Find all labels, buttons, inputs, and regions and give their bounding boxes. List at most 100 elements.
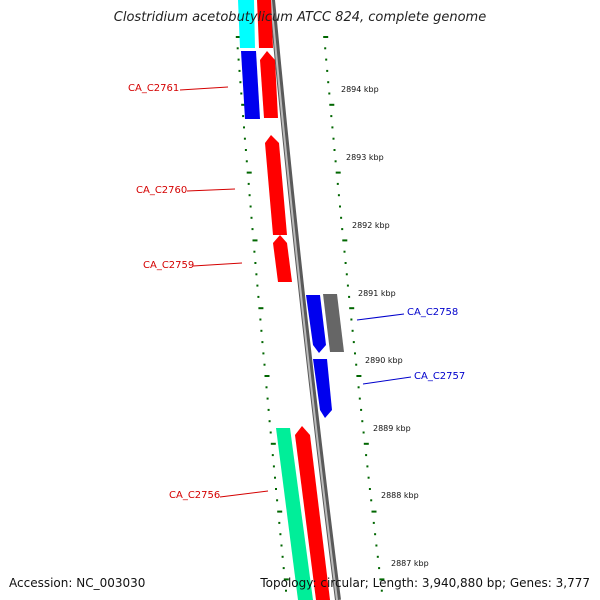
ruler-minor-tick [325, 58, 328, 61]
ruler-minor-tick [253, 250, 256, 253]
ruler-minor-tick [374, 533, 377, 536]
gene-cyan-top[interactable] [238, 0, 255, 48]
ruler-minor-tick [361, 420, 364, 423]
ruler-minor-tick [350, 318, 353, 321]
ruler-minor-tick [358, 397, 361, 400]
leader-ca-c2761 [179, 86, 229, 91]
ruler-minor-tick [340, 216, 343, 219]
gene-ca-c2757[interactable] [313, 359, 332, 418]
gene-label-ca-c2760[interactable]: CA_C2760 [136, 185, 188, 196]
ruler-minor-tick [380, 589, 383, 592]
ruler-major-tick [283, 578, 289, 581]
ruler-minor-tick [242, 115, 245, 118]
ruler-minor-tick [275, 488, 277, 490]
ruler-minor-tick [367, 476, 370, 479]
ruler-minor-tick [251, 228, 254, 231]
gene-label-ca-c2757[interactable]: CA_C2757 [414, 371, 466, 382]
ruler-minor-tick [257, 295, 260, 298]
ruler-minor-tick [263, 363, 266, 366]
ruler-minor-tick [345, 273, 348, 276]
ruler-minor-tick [348, 295, 351, 298]
ruler-minor-tick [330, 115, 333, 118]
ruler-minor-tick [237, 58, 240, 61]
ruler-minor-tick [352, 341, 355, 344]
ruler-major-tick [264, 375, 270, 377]
ruler-major-tick [335, 171, 341, 174]
ruler-minor-tick [334, 160, 337, 163]
gene-label-ca-c2761[interactable]: CA_C2761 [128, 83, 180, 94]
ruler-minor-tick [344, 262, 347, 264]
ruler-minor-tick [366, 465, 369, 468]
leader-ca-c2760 [186, 188, 236, 192]
ruler-major-tick [258, 307, 264, 310]
ruler-major-tick [356, 375, 362, 377]
ruler-major-tick [379, 578, 385, 581]
ruler-major-tick [349, 307, 355, 310]
ruler-label-2890: 2890 kbp [365, 356, 403, 365]
ruler-minor-tick [274, 476, 276, 479]
gene-ca-c2761-red[interactable] [260, 51, 278, 118]
ruler-minor-tick [240, 92, 243, 95]
ruler-label-2892: 2892 kbp [352, 221, 390, 230]
ruler-minor-tick [255, 273, 258, 276]
ruler-minor-tick [267, 408, 270, 411]
leader-ca-c2759 [192, 262, 243, 267]
ruler-minor-tick [331, 126, 334, 129]
gene-red-top[interactable] [257, 0, 273, 48]
gene-ca-c2760[interactable] [265, 135, 287, 235]
ruler-minor-tick [285, 589, 287, 592]
ruler-minor-tick [271, 454, 274, 457]
leader-ca-c2758 [356, 313, 405, 321]
ruler-minor-tick [269, 431, 272, 434]
ruler-minor-tick [324, 47, 327, 50]
gene-ca-c2761-blue[interactable] [241, 51, 260, 119]
ruler-major-tick [270, 442, 276, 445]
ruler-minor-tick [243, 137, 246, 140]
ruler-minor-tick [279, 533, 282, 536]
ruler-minor-tick [244, 149, 247, 151]
gene-ca-c2758-blue[interactable] [306, 295, 326, 353]
ruler-minor-tick [259, 318, 262, 321]
ruler-minor-tick [354, 352, 356, 355]
gene-ca-c2756-rna[interactable] [276, 428, 313, 600]
ruler-minor-tick [370, 499, 373, 502]
ruler-major-tick [246, 171, 252, 174]
ruler-major-tick [363, 442, 369, 445]
ruler-minor-tick [281, 555, 284, 558]
ruler-minor-tick [332, 137, 335, 140]
genome-backbone-highlight [270, 0, 338, 600]
ruler-minor-tick [260, 329, 263, 332]
ruler-minor-tick [337, 194, 340, 197]
ruler-major-tick [323, 36, 329, 38]
ruler-minor-tick [236, 47, 239, 50]
ruler-ticks [235, 36, 385, 592]
ruler-label-2888: 2888 kbp [381, 491, 419, 500]
gene-label-ca-c2756[interactable]: CA_C2756 [169, 490, 221, 501]
genome-summary: Topology: circular; Length: 3,940,880 bp… [260, 576, 590, 590]
gene-ca-c2756-red[interactable] [295, 426, 330, 600]
ruler-major-tick [252, 239, 258, 242]
ruler-minor-tick [254, 262, 257, 264]
ruler-minor-tick [243, 126, 245, 129]
ruler-minor-tick [249, 205, 252, 208]
ruler-minor-tick [339, 205, 341, 208]
ruler-label-2889: 2889 kbp [373, 424, 411, 433]
ruler-minor-tick [266, 397, 269, 400]
accession-text: Accession: NC_003030 [9, 576, 146, 590]
ruler-minor-tick [250, 216, 253, 219]
ruler-label-2893: 2893 kbp [346, 153, 384, 162]
gene-label-ca-c2758[interactable]: CA_C2758 [407, 307, 459, 318]
gene-ca-c2759[interactable] [273, 235, 292, 282]
ruler-minor-tick [333, 149, 336, 151]
ruler-label-2891: 2891 kbp [358, 289, 396, 298]
gene-label-ca-c2759[interactable]: CA_C2759 [143, 260, 195, 271]
ruler-minor-tick [365, 454, 368, 457]
gene-ca-c2758-grey[interactable] [323, 294, 344, 352]
ruler-minor-tick [378, 567, 381, 570]
ruler-minor-tick [247, 182, 250, 185]
leader-ca-c2756 [219, 490, 269, 498]
ruler-major-tick [241, 103, 247, 106]
ruler-minor-tick [368, 488, 371, 490]
ruler-minor-tick [280, 544, 283, 547]
ruler-minor-tick [256, 284, 259, 287]
